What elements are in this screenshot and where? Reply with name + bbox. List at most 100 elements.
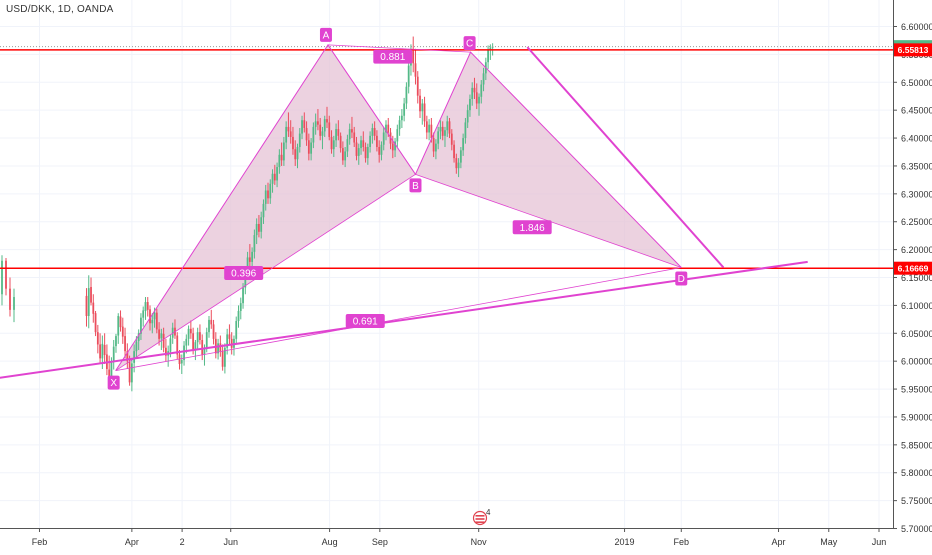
candle[interactable] [441,121,444,141]
candle[interactable] [273,164,276,185]
candle[interactable] [212,319,215,345]
candle[interactable] [142,306,145,327]
events-widget[interactable]: 4 [472,508,492,526]
candles[interactable] [1,36,494,392]
candle[interactable] [400,109,403,129]
candle[interactable] [453,140,455,163]
candle[interactable] [140,313,142,340]
candle[interactable] [180,354,183,375]
candle[interactable] [112,339,115,370]
candle[interactable] [282,136,285,166]
candle[interactable] [312,122,315,149]
widget[interactable]: 4 [472,508,492,526]
candle[interactable] [155,308,158,334]
candle[interactable] [435,139,437,160]
candle[interactable] [237,305,240,328]
trend-line-2[interactable] [526,46,725,269]
candle[interactable] [432,132,435,158]
candle[interactable] [146,297,149,317]
candle[interactable] [285,121,288,150]
candle[interactable] [130,358,133,392]
candle[interactable] [428,119,430,141]
candle[interactable] [364,142,367,163]
candle[interactable] [258,215,260,238]
candle[interactable] [332,135,335,158]
candle[interactable] [294,140,297,166]
candle[interactable] [87,275,90,329]
candle[interactable] [167,345,170,367]
candle[interactable] [416,71,419,104]
candle[interactable] [419,88,421,118]
candle[interactable] [128,355,131,386]
candle[interactable] [164,338,167,362]
candle[interactable] [92,294,95,323]
candle[interactable] [480,80,483,104]
candle[interactable] [321,126,324,150]
candle[interactable] [394,138,396,158]
candle[interactable] [214,332,217,359]
candle[interactable] [253,229,256,259]
price-label-horizontal-line[interactable]: 6.55813 [894,43,932,57]
candle[interactable] [414,48,417,85]
candle[interactable] [437,126,440,150]
candle[interactable] [269,179,272,204]
candle[interactable] [117,313,120,344]
candle[interactable] [235,316,238,344]
candle[interactable] [466,104,469,129]
candle[interactable] [276,162,278,188]
candle[interactable] [412,36,415,73]
candle[interactable] [448,117,451,139]
candle[interactable] [239,297,242,320]
candle[interactable] [469,94,471,117]
candle[interactable] [478,93,480,116]
candle[interactable] [337,120,340,141]
candle[interactable] [278,149,281,174]
candle[interactable] [391,135,394,159]
candle[interactable] [366,143,369,165]
candle[interactable] [378,140,381,163]
candle[interactable] [457,158,460,178]
candle[interactable] [260,211,263,239]
candle[interactable] [421,99,424,125]
candle[interactable] [264,184,267,211]
candle[interactable] [126,343,129,369]
candle[interactable] [446,115,449,137]
candle[interactable] [487,45,489,69]
candle[interactable] [103,333,106,364]
candle[interactable] [210,309,213,329]
candle[interactable] [267,182,269,204]
candle[interactable] [371,123,374,144]
pattern-lines[interactable] [0,44,808,379]
candle[interactable] [228,324,231,345]
candle[interactable] [233,335,235,356]
candle[interactable] [124,327,126,358]
candle[interactable] [115,333,117,353]
candle[interactable] [444,126,446,147]
candle[interactable] [464,117,467,144]
candle[interactable] [85,288,88,327]
candle[interactable] [319,117,322,141]
candle[interactable] [348,123,351,145]
candle[interactable] [396,124,399,147]
candle[interactable] [176,332,179,359]
candle[interactable] [298,128,301,153]
candle[interactable] [339,132,342,153]
trend-line-1[interactable] [0,260,808,379]
candle[interactable] [189,320,192,339]
candle[interactable] [398,115,401,136]
candle[interactable] [473,77,476,100]
horizontal-lines[interactable] [0,46,893,269]
candle[interactable] [208,315,210,338]
candle[interactable] [296,143,299,169]
candle[interactable] [271,169,274,193]
candle[interactable] [287,112,290,137]
candle[interactable] [144,297,147,320]
candle[interactable] [369,131,372,153]
candle[interactable] [230,332,233,355]
candle[interactable] [303,112,306,133]
candle[interactable] [292,126,294,155]
candle[interactable] [90,277,92,306]
candle[interactable] [280,142,283,166]
candle[interactable] [380,141,383,161]
